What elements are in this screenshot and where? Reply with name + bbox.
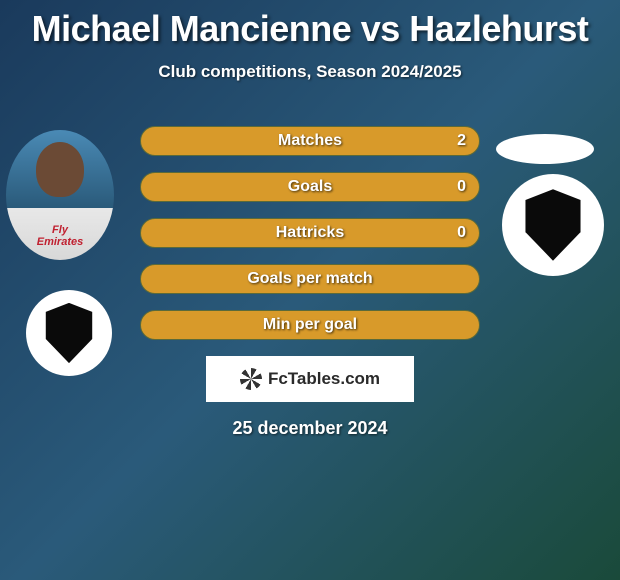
watermark-text: FcTables.com (268, 369, 380, 389)
stats-area: Matches 2 Goals 0 Hattricks 0 Goals per … (0, 112, 620, 340)
stat-value-left: 0 (457, 178, 466, 196)
stat-value-left: 0 (457, 224, 466, 242)
stat-row-goals-per-match: Goals per match (140, 264, 480, 294)
stat-label: Goals per match (140, 270, 480, 288)
shield-icon (43, 303, 95, 363)
player2-club-badge (502, 174, 604, 276)
page-subtitle: Club competitions, Season 2024/2025 (0, 62, 620, 82)
stat-label: Goals (140, 178, 480, 196)
shield-icon (522, 189, 583, 260)
stat-bars: Matches 2 Goals 0 Hattricks 0 Goals per … (140, 112, 480, 340)
date-label: 25 december 2024 (0, 418, 620, 439)
player1-club-badge (26, 290, 112, 376)
stat-label: Min per goal (140, 316, 480, 334)
ball-icon (240, 368, 262, 390)
stat-row-goals: Goals 0 (140, 172, 480, 202)
stat-value-left: 2 (457, 132, 466, 150)
stat-label: Hattricks (140, 224, 480, 242)
page-title: Michael Mancienne vs Hazlehurst (0, 0, 620, 50)
stat-row-matches: Matches 2 (140, 126, 480, 156)
stat-row-hattricks: Hattricks 0 (140, 218, 480, 248)
stat-label: Matches (140, 132, 480, 150)
watermark: FcTables.com (206, 356, 414, 402)
stat-row-min-per-goal: Min per goal (140, 310, 480, 340)
player2-photo-placeholder (496, 134, 594, 164)
player1-photo (6, 130, 114, 260)
